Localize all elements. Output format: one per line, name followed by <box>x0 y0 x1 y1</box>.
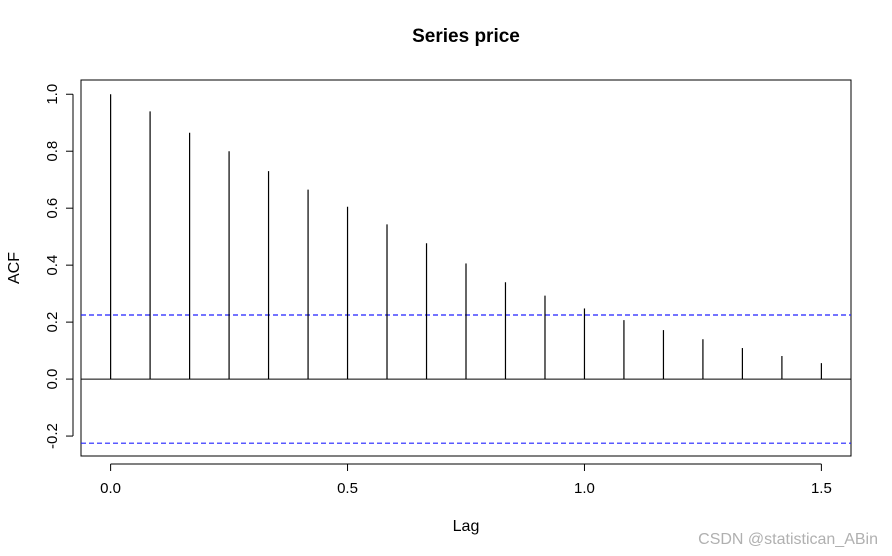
x-tick-label: 1.5 <box>811 480 832 497</box>
chart-title: Series price <box>412 26 520 47</box>
x-axis-label: Lag <box>453 518 480 535</box>
acf-bars <box>110 94 822 380</box>
x-tick-label: 0.0 <box>100 480 121 497</box>
x-axis: 0.0 0.5 1.0 1.5 <box>100 463 832 497</box>
watermark: CSDN @statistican_ABin <box>698 531 878 548</box>
x-tick-label: 0.5 <box>337 480 358 497</box>
y-tick-label: 1.0 <box>44 84 61 105</box>
y-tick-label: 0.2 <box>44 312 61 333</box>
y-axis: -0.2 0.0 0.2 0.4 0.6 0.8 1.0 <box>44 84 74 449</box>
y-tick-label: 0.0 <box>44 369 61 390</box>
y-tick-label: 0.8 <box>44 141 61 162</box>
plot-frame <box>80 79 852 457</box>
y-tick-label: 0.4 <box>44 255 61 276</box>
y-tick-label: 0.6 <box>44 198 61 219</box>
y-tick-label: -0.2 <box>44 423 61 449</box>
y-axis-label: ACF <box>6 252 23 284</box>
x-tick-label: 1.0 <box>574 480 595 497</box>
